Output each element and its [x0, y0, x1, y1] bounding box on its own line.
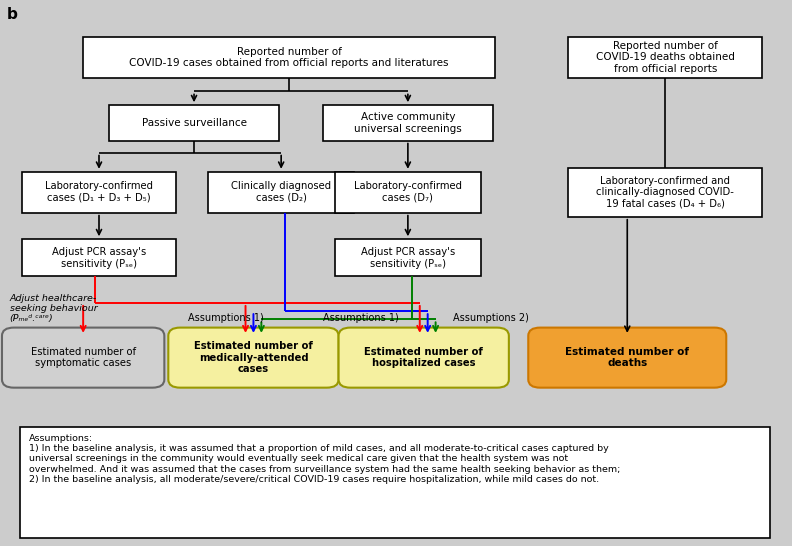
Text: Estimated number of
deaths: Estimated number of deaths	[565, 347, 689, 369]
FancyBboxPatch shape	[335, 239, 481, 276]
Text: Assumptions 1): Assumptions 1)	[188, 313, 265, 323]
FancyBboxPatch shape	[109, 105, 280, 140]
Text: Passive surveillance: Passive surveillance	[142, 118, 246, 128]
FancyBboxPatch shape	[323, 105, 493, 140]
FancyBboxPatch shape	[83, 37, 495, 78]
FancyBboxPatch shape	[528, 328, 726, 388]
FancyBboxPatch shape	[22, 171, 177, 212]
Text: Estimated number of
medically-attended
cases: Estimated number of medically-attended c…	[194, 341, 313, 374]
FancyBboxPatch shape	[169, 328, 339, 388]
Text: Estimated number of
hospitalized cases: Estimated number of hospitalized cases	[364, 347, 483, 369]
Text: Assumptions 1): Assumptions 1)	[323, 313, 399, 323]
FancyBboxPatch shape	[569, 168, 763, 217]
Text: Adjust PCR assay's
sensitivity (Pₛₑ): Adjust PCR assay's sensitivity (Pₛₑ)	[51, 247, 147, 269]
Text: b: b	[6, 7, 17, 21]
Text: Estimated number of
symptomatic cases: Estimated number of symptomatic cases	[31, 347, 135, 369]
Text: Laboratory-confirmed
cases (D₁ + D₃ + D₅): Laboratory-confirmed cases (D₁ + D₃ + D₅…	[45, 181, 153, 203]
Text: Active community
universal screenings: Active community universal screenings	[354, 112, 462, 134]
FancyBboxPatch shape	[339, 328, 508, 388]
Text: Laboratory-confirmed and
clinically-diagnosed COVID-
19 fatal cases (D₄ + D₆): Laboratory-confirmed and clinically-diag…	[596, 176, 734, 209]
Text: Clinically diagnosed
cases (D₂): Clinically diagnosed cases (D₂)	[231, 181, 331, 203]
FancyBboxPatch shape	[2, 328, 165, 388]
Text: Adjust PCR assay's
sensitivity (Pₛₑ): Adjust PCR assay's sensitivity (Pₛₑ)	[360, 247, 455, 269]
FancyBboxPatch shape	[569, 37, 763, 78]
Text: Assumptions:
1) In the baseline analysis, it was assumed that a proportion of mi: Assumptions: 1) In the baseline analysis…	[29, 434, 621, 484]
Text: Adjust healthcare-
seeking behaviour
(Pₘₑᵈ.ᶜᵃʳᵉ): Adjust healthcare- seeking behaviour (Pₘ…	[10, 294, 97, 323]
FancyBboxPatch shape	[22, 239, 177, 276]
Text: Laboratory-confirmed
cases (D₇): Laboratory-confirmed cases (D₇)	[354, 181, 462, 203]
Text: Reported number of
COVID-19 cases obtained from official reports and literatures: Reported number of COVID-19 cases obtain…	[129, 46, 449, 68]
Text: Assumptions 2): Assumptions 2)	[453, 313, 529, 323]
FancyBboxPatch shape	[335, 171, 481, 212]
FancyBboxPatch shape	[208, 171, 355, 212]
FancyBboxPatch shape	[20, 427, 770, 538]
Text: Reported number of
COVID-19 deaths obtained
from official reports: Reported number of COVID-19 deaths obtai…	[596, 41, 735, 74]
